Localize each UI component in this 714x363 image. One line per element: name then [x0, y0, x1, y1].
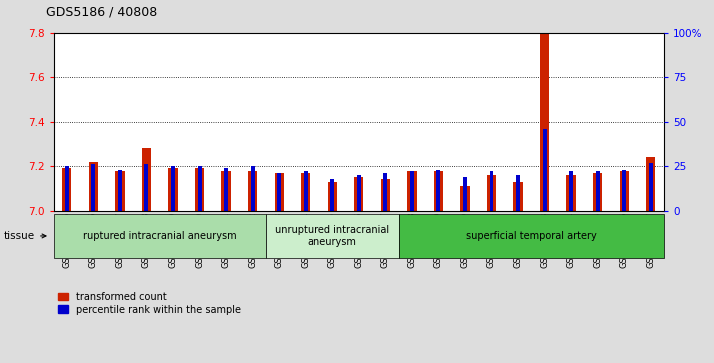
Bar: [357, 175, 361, 211]
Bar: [89, 162, 98, 211]
Bar: [248, 171, 257, 211]
Text: unruptured intracranial
aneurysm: unruptured intracranial aneurysm: [275, 225, 389, 247]
Bar: [513, 182, 523, 211]
Bar: [566, 175, 575, 211]
Text: GDS5186 / 40808: GDS5186 / 40808: [46, 5, 158, 18]
Bar: [91, 164, 96, 211]
Bar: [195, 168, 204, 211]
Bar: [516, 175, 520, 211]
Bar: [620, 171, 629, 211]
Bar: [118, 170, 122, 211]
Bar: [65, 166, 69, 211]
Text: tissue: tissue: [4, 231, 35, 241]
Bar: [328, 182, 337, 211]
Bar: [436, 170, 441, 211]
Bar: [224, 168, 228, 211]
Bar: [646, 157, 655, 211]
Bar: [595, 171, 600, 211]
Bar: [490, 171, 493, 211]
Bar: [198, 166, 201, 211]
Bar: [543, 129, 547, 211]
Bar: [331, 179, 334, 211]
Bar: [301, 173, 311, 211]
Bar: [144, 164, 149, 211]
Bar: [274, 173, 283, 211]
Bar: [169, 168, 178, 211]
Bar: [407, 171, 416, 211]
Bar: [383, 173, 387, 211]
Bar: [221, 171, 231, 211]
Bar: [354, 177, 363, 211]
Bar: [569, 171, 573, 211]
Bar: [277, 173, 281, 211]
Bar: [622, 170, 626, 211]
Bar: [303, 171, 308, 211]
Bar: [381, 179, 390, 211]
Bar: [115, 171, 124, 211]
Bar: [410, 171, 414, 211]
Bar: [434, 171, 443, 211]
Bar: [251, 166, 255, 211]
Bar: [487, 175, 496, 211]
Legend: transformed count, percentile rank within the sample: transformed count, percentile rank withi…: [59, 291, 241, 315]
Bar: [461, 186, 470, 211]
Bar: [463, 177, 467, 211]
Bar: [593, 173, 603, 211]
Bar: [142, 148, 151, 211]
Bar: [540, 33, 549, 211]
Bar: [171, 166, 175, 211]
Text: ruptured intracranial aneurysm: ruptured intracranial aneurysm: [83, 231, 236, 241]
Text: superficial temporal artery: superficial temporal artery: [466, 231, 597, 241]
Bar: [62, 168, 71, 211]
Bar: [649, 163, 653, 211]
